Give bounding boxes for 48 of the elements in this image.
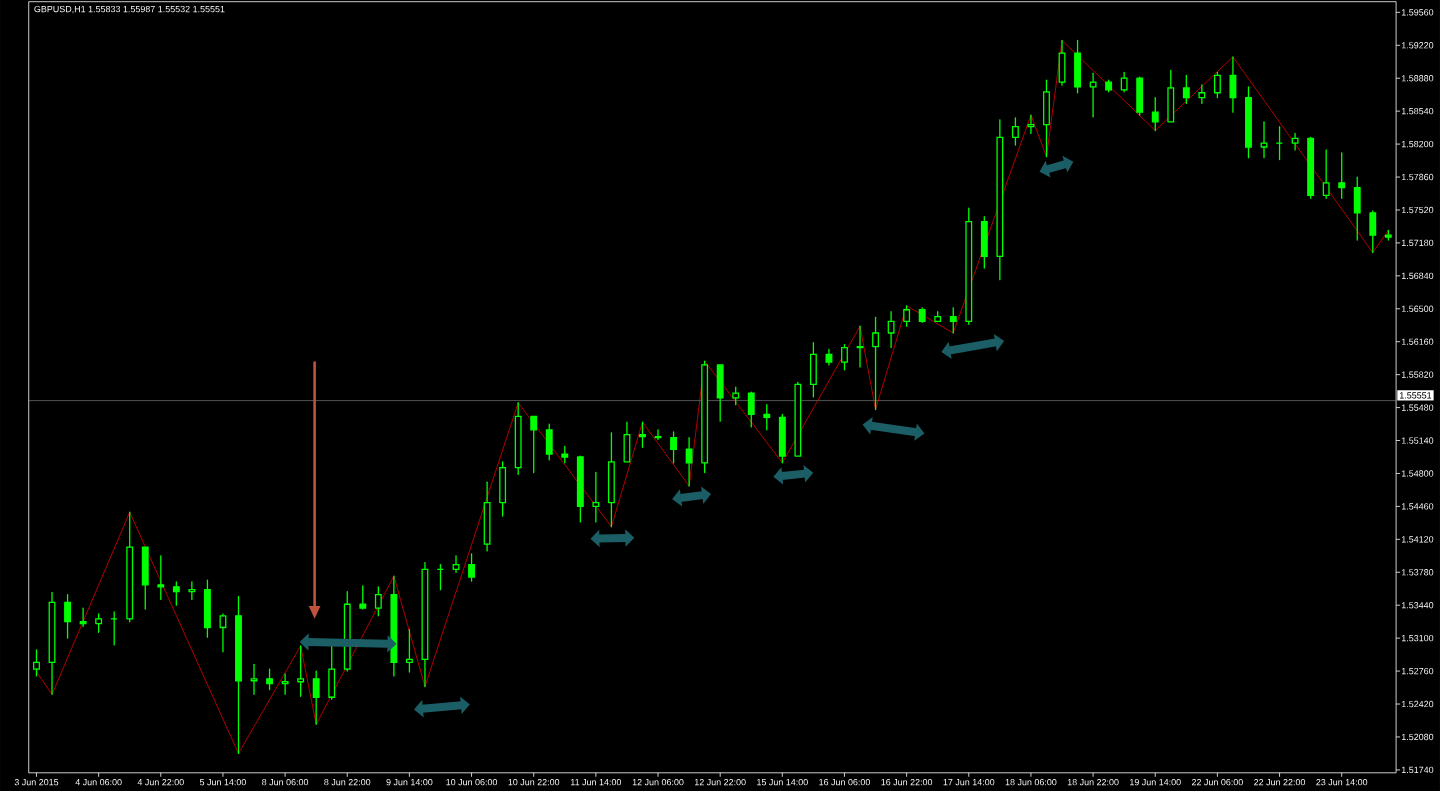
x-tick-label: 15 Jun 14:00 bbox=[757, 778, 808, 786]
x-tick-label: 3 Jun 2015 bbox=[14, 778, 59, 786]
chart-title: GBPUSD,H1 1.55833 1.55987 1.55532 1.55551 bbox=[34, 5, 225, 14]
y-tick-label: 1.58200 bbox=[1401, 140, 1434, 148]
x-tick-label: 18 Jun 22:00 bbox=[1067, 778, 1119, 786]
y-tick-label: 1.57520 bbox=[1401, 206, 1434, 213]
y-tick-label: 1.55480 bbox=[1401, 404, 1434, 411]
x-tick-label: 18 Jun 06:00 bbox=[1005, 778, 1057, 786]
x-tick-label: 4 Jun 06:00 bbox=[75, 778, 122, 786]
y-tick-label: 1.53440 bbox=[1401, 601, 1434, 609]
x-tick-label: 22 Jun 06:00 bbox=[1191, 778, 1243, 786]
y-tick-label: 1.52080 bbox=[1401, 733, 1434, 740]
x-tick-label: 10 Jun 06:00 bbox=[446, 778, 498, 786]
y-tick-label: 1.59560 bbox=[1401, 8, 1434, 16]
x-tick-label: 12 Jun 06:00 bbox=[632, 778, 684, 786]
x-tick-label: 10 Jun 22:00 bbox=[508, 778, 560, 786]
ref-line-label: 1.55551 bbox=[1399, 392, 1432, 399]
x-tick-label: 22 Jun 22:00 bbox=[1254, 778, 1306, 786]
y-tick-label: 1.54800 bbox=[1401, 470, 1434, 477]
y-tick-label: 1.59220 bbox=[1401, 41, 1434, 49]
x-tick-label: 11 Jun 14:00 bbox=[571, 778, 622, 786]
y-tick-label: 1.56160 bbox=[1401, 338, 1434, 345]
y-tick-label: 1.54120 bbox=[1401, 535, 1434, 543]
x-tick-label: 23 Jun 14:00 bbox=[1316, 778, 1368, 786]
y-tick-label: 1.57180 bbox=[1401, 239, 1434, 246]
y-tick-label: 1.52760 bbox=[1401, 667, 1434, 675]
y-tick-label: 1.53780 bbox=[1401, 568, 1434, 576]
y-tick-label: 1.57860 bbox=[1401, 173, 1434, 180]
x-tick-label: 8 Jun 06:00 bbox=[262, 778, 309, 786]
y-tick-label: 1.51740 bbox=[1401, 766, 1434, 773]
x-tick-label: 4 Jun 22:00 bbox=[137, 778, 184, 786]
y-tick-label: 1.56840 bbox=[1401, 272, 1434, 279]
x-tick-label: 5 Jun 14:00 bbox=[199, 778, 246, 786]
y-tick-label: 1.54460 bbox=[1401, 502, 1434, 510]
y-tick-label: 1.55140 bbox=[1401, 437, 1434, 444]
y-tick-label: 1.52420 bbox=[1401, 700, 1434, 707]
y-tick-label: 1.58880 bbox=[1401, 74, 1434, 82]
x-tick-label: 12 Jun 22:00 bbox=[694, 778, 746, 786]
x-tick-label: 9 Jun 14:00 bbox=[386, 778, 433, 786]
x-tick-label: 17 Jun 14:00 bbox=[943, 778, 995, 786]
x-tick-label: 19 Jun 14:00 bbox=[1130, 778, 1181, 786]
y-tick-label: 1.58540 bbox=[1401, 107, 1434, 115]
y-tick-label: 1.53100 bbox=[1401, 634, 1434, 642]
x-tick-label: 8 Jun 22:00 bbox=[324, 778, 371, 786]
y-tick-label: 1.55820 bbox=[1401, 371, 1434, 378]
x-tick-label: 16 Jun 22:00 bbox=[881, 778, 933, 786]
x-tick-label: 16 Jun 06:00 bbox=[819, 778, 870, 786]
y-tick-label: 1.56500 bbox=[1401, 305, 1434, 312]
